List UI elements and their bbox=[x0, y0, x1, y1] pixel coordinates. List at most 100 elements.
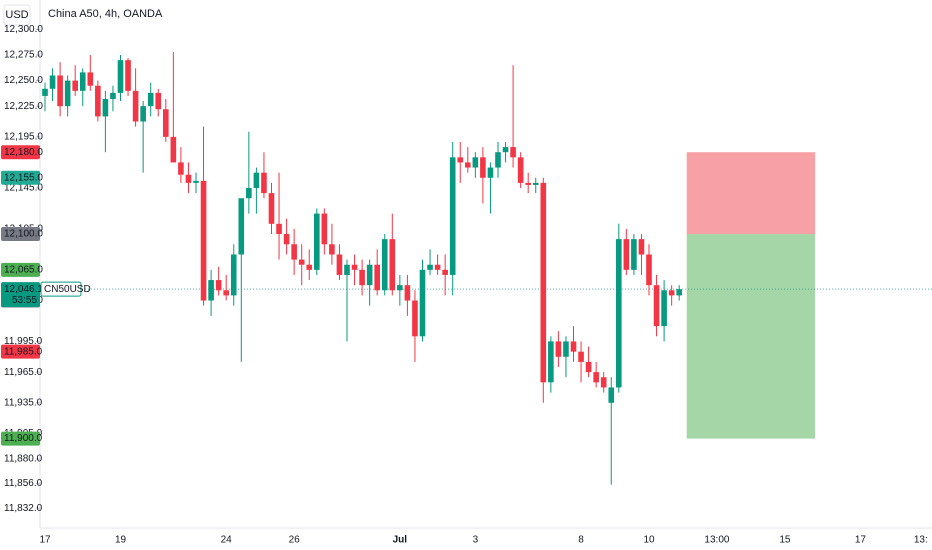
symbol-badge bbox=[40, 281, 82, 297]
y-tick-label: 12,145.0 bbox=[4, 183, 43, 194]
candle-body bbox=[442, 269, 448, 275]
candle-body bbox=[208, 280, 214, 301]
candle-body bbox=[344, 264, 350, 275]
candle-body bbox=[42, 88, 48, 96]
candle-body bbox=[336, 254, 343, 275]
candle-body bbox=[465, 162, 471, 168]
x-tick-label: 17 bbox=[855, 535, 867, 546]
candle-body bbox=[525, 182, 531, 185]
candle-body bbox=[548, 341, 554, 383]
candle-body bbox=[668, 290, 675, 296]
candle-body bbox=[676, 289, 682, 296]
candle-body bbox=[72, 80, 78, 91]
x-tick-label: 13:00 bbox=[704, 535, 729, 546]
x-tick-label: 24 bbox=[221, 535, 233, 546]
candle-body bbox=[238, 198, 245, 255]
y-tick-label: 11,856.0 bbox=[4, 478, 43, 489]
x-tick-label: 10 bbox=[643, 535, 655, 546]
candle-body bbox=[298, 259, 305, 265]
target-zone bbox=[686, 234, 816, 439]
y-tick-label: 12,225.0 bbox=[4, 101, 43, 112]
candle-body bbox=[540, 182, 547, 383]
candle-body bbox=[623, 239, 630, 270]
x-tick-label: 8 bbox=[578, 535, 584, 546]
candle-body bbox=[215, 280, 222, 291]
candle-body bbox=[140, 106, 146, 122]
current-price-badge bbox=[1, 282, 40, 308]
candle-body bbox=[502, 147, 509, 153]
candle-body bbox=[110, 92, 116, 100]
x-tick-label: Jul bbox=[393, 535, 408, 546]
candle-body bbox=[49, 75, 56, 89]
candle-body bbox=[246, 188, 252, 199]
candle-body bbox=[170, 136, 177, 163]
candle-body bbox=[472, 157, 479, 168]
candle-body bbox=[57, 75, 63, 107]
x-tick-label: 13: bbox=[914, 535, 928, 546]
symbol-label: CN50USD bbox=[44, 284, 91, 295]
y-tick-label: 12,195.0 bbox=[4, 131, 43, 142]
price-badge bbox=[1, 431, 40, 446]
candle-body bbox=[276, 223, 282, 235]
y-tick-label: 11,995.0 bbox=[4, 336, 43, 347]
currency-button[interactable] bbox=[3, 4, 31, 26]
price-badge bbox=[1, 344, 40, 359]
candle-body bbox=[230, 254, 237, 296]
candle-body bbox=[147, 92, 154, 107]
candle-body bbox=[457, 157, 464, 163]
candle-body bbox=[389, 239, 396, 291]
candle-body bbox=[480, 157, 486, 178]
x-tick-label: 19 bbox=[115, 535, 127, 546]
candle-body bbox=[495, 152, 501, 168]
candle-body bbox=[404, 285, 411, 301]
y-tick-label: 11,935.0 bbox=[4, 397, 43, 408]
price-badge bbox=[1, 227, 40, 242]
candle-body bbox=[608, 387, 615, 403]
candle-body bbox=[570, 341, 577, 352]
candle-body bbox=[600, 377, 607, 388]
candle-body bbox=[193, 180, 199, 183]
price-badge bbox=[1, 145, 40, 160]
candle-body bbox=[200, 180, 207, 301]
candle-body bbox=[434, 264, 441, 270]
price-badge-label: 12,180.0 bbox=[4, 147, 43, 158]
candle-body bbox=[261, 172, 267, 194]
chart-title: China A50, 4h, OANDA bbox=[48, 8, 163, 20]
price-badge-label: 11,900.0 bbox=[4, 433, 43, 444]
candle-body bbox=[351, 264, 358, 270]
x-tick-label: 3 bbox=[473, 535, 479, 546]
current-price-label: 12,046.1 bbox=[4, 284, 43, 295]
y-tick-label: 11,832.0 bbox=[4, 503, 43, 514]
y-tick-label: 12,275.0 bbox=[4, 50, 43, 61]
candle-body bbox=[291, 244, 297, 260]
candle-body bbox=[125, 60, 131, 91]
candle-body bbox=[306, 264, 313, 270]
candle-body bbox=[381, 239, 388, 291]
price-badge-label: 12,065.0 bbox=[4, 264, 43, 275]
candle-body bbox=[102, 99, 109, 117]
candle-body bbox=[283, 234, 290, 245]
currency[interactable]: USD bbox=[5, 9, 28, 21]
x-tick-label: 17 bbox=[39, 535, 51, 546]
price-badge-label: 11,985.0 bbox=[4, 346, 43, 357]
candle-body bbox=[178, 162, 184, 175]
candle-body bbox=[578, 351, 584, 362]
candle-body bbox=[64, 80, 71, 107]
price-badge bbox=[1, 170, 40, 185]
candle-body bbox=[314, 213, 320, 270]
y-tick-label: 12,300.0 bbox=[4, 24, 43, 35]
candle-body bbox=[185, 174, 192, 183]
candle-body bbox=[397, 285, 403, 291]
candle-body bbox=[95, 85, 101, 117]
candle-body bbox=[646, 254, 652, 286]
candle-body bbox=[653, 285, 660, 327]
countdown: 53:55 bbox=[12, 295, 37, 306]
candle-body bbox=[79, 72, 86, 91]
candle-body bbox=[661, 290, 667, 327]
price-badge-label: 12,100.0 bbox=[4, 229, 43, 240]
candle-body bbox=[374, 264, 380, 291]
candle-body bbox=[412, 300, 418, 337]
y-tick-label: 12,250.0 bbox=[4, 75, 43, 86]
candle-body bbox=[532, 182, 539, 185]
candle-body bbox=[427, 264, 433, 270]
